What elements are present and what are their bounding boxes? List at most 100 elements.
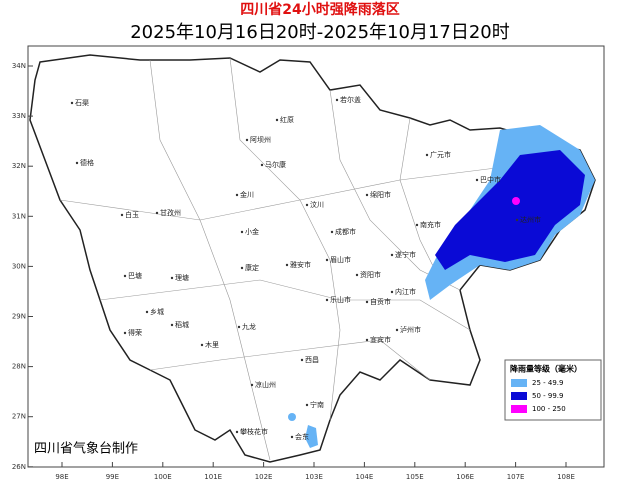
place-dot — [325, 298, 329, 302]
place-dot — [305, 403, 309, 407]
rain-zone-dark — [435, 150, 585, 270]
lon-label: 106E — [456, 473, 474, 481]
place-dot — [415, 223, 419, 227]
place-label: 达州市 — [520, 215, 541, 224]
place-dot — [355, 273, 359, 277]
legend-label: 50 - 99.9 — [532, 392, 563, 400]
place-dot — [237, 325, 241, 329]
legend-swatch — [511, 405, 527, 413]
place-label: 绵阳市 — [370, 190, 391, 199]
legend-label: 25 - 49.9 — [532, 379, 563, 387]
place-dot — [170, 276, 174, 280]
place-dot — [305, 203, 309, 207]
place-label: 宁南 — [310, 400, 324, 409]
lon-label: 100E — [154, 473, 172, 481]
border — [59, 159, 561, 221]
lon-label: 103E — [305, 473, 323, 481]
place-label: 乐山市 — [330, 295, 351, 304]
place-dot — [390, 253, 394, 257]
border — [399, 117, 441, 281]
legend-swatch — [511, 392, 527, 400]
place-label: 西昌 — [305, 356, 319, 364]
place-dot — [395, 328, 399, 332]
lat-label: 34N — [12, 62, 26, 70]
lat-label: 27N — [12, 413, 26, 421]
legend-label: 100 - 250 — [532, 405, 566, 413]
legend-swatch — [511, 379, 527, 387]
subtitle: 2025年10月16日20时-2025年10月17日20时 — [130, 22, 510, 43]
place-label: 巴塘 — [128, 271, 142, 280]
place-label: 德格 — [80, 158, 94, 167]
place-dot — [260, 163, 264, 167]
place-label: 会东 — [295, 432, 309, 441]
place-dot — [145, 310, 149, 314]
lon-label: 108E — [557, 473, 575, 481]
place-dot — [250, 383, 254, 387]
place-label: 阿坝州 — [250, 135, 271, 144]
title: 四川省24小时强降雨落区 — [240, 1, 399, 18]
place-label: 白玉 — [125, 210, 139, 219]
place-label: 木里 — [205, 340, 219, 349]
place-label: 凉山州 — [255, 380, 276, 389]
place-label: 若尔盖 — [340, 95, 361, 104]
lat-label: 32N — [12, 162, 26, 170]
place-dot — [240, 266, 244, 270]
lon-label: 98E — [55, 473, 68, 481]
place-dot — [390, 290, 394, 294]
lat-label: 28N — [12, 363, 26, 371]
place-dot — [75, 161, 79, 165]
place-label: 九龙 — [242, 322, 256, 331]
place-label: 理塘 — [175, 273, 189, 282]
place-dot — [245, 138, 249, 142]
place-dot — [120, 213, 124, 217]
place-dot — [275, 118, 279, 122]
place-dot — [290, 435, 294, 439]
credit: 四川省气象台制作 — [34, 441, 138, 457]
place-label: 雅安市 — [290, 260, 311, 269]
place-label: 康定 — [245, 263, 259, 272]
lat-label: 30N — [12, 262, 26, 270]
rain-zone-heavy — [512, 197, 520, 205]
place-dot — [365, 193, 369, 197]
place-label: 稻城 — [175, 320, 189, 329]
place-label: 宜宾市 — [370, 335, 391, 344]
place-label: 甘孜州 — [160, 208, 181, 217]
place-label: 得荣 — [128, 328, 142, 337]
province-outline — [29, 54, 596, 463]
place-label: 乡城 — [150, 308, 164, 316]
legend-title: 降雨量等级（毫米） — [510, 364, 582, 374]
place-dot — [285, 263, 289, 267]
lat-label: 29N — [12, 313, 26, 321]
place-label: 自贡市 — [370, 297, 391, 306]
lat-label: 31N — [12, 212, 26, 220]
place-dot — [123, 274, 127, 278]
lat-label: 26N — [12, 463, 26, 471]
lon-label: 107E — [507, 473, 525, 481]
place-label: 红原 — [280, 115, 294, 124]
place-label: 南充市 — [420, 220, 441, 229]
place-dot — [365, 300, 369, 304]
place-dot — [170, 323, 174, 327]
place-dot — [235, 193, 239, 197]
place-dot — [123, 331, 127, 335]
lon-label: 101E — [204, 473, 222, 481]
place-label: 广元市 — [430, 150, 451, 159]
place-label: 泸州市 — [400, 325, 421, 334]
place-label: 马尔康 — [265, 160, 286, 169]
place-dot — [200, 343, 204, 347]
place-dot — [300, 358, 304, 362]
border — [99, 279, 471, 331]
place-dot — [155, 211, 159, 215]
place-dot — [425, 153, 429, 157]
rain-zone-light — [288, 413, 296, 421]
border — [149, 339, 431, 381]
lon-label: 105E — [406, 473, 424, 481]
place-label: 金川 — [240, 190, 254, 199]
lat-label: 33N — [12, 112, 26, 120]
place-label: 遂宁市 — [395, 250, 416, 259]
place-dot — [335, 98, 339, 102]
rain-zone-light — [305, 425, 318, 448]
lon-label: 102E — [255, 473, 273, 481]
